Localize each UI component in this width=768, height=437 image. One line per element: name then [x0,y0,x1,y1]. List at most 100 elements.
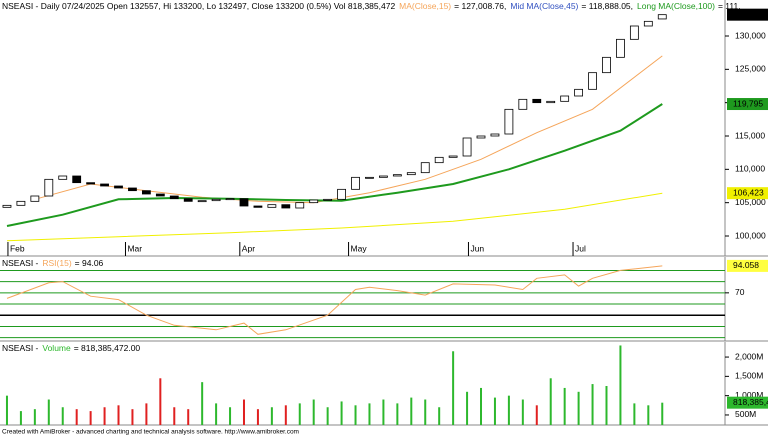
candle-body [420,162,430,174]
candle-body [629,25,639,40]
value-marker [727,98,768,111]
volume-bar [507,395,510,425]
y-tick-label: 125,000 [735,64,766,74]
y-tick-label: 100,000 [735,230,766,240]
volume-bar [103,407,106,425]
candle-body [253,205,263,208]
candle-body [44,178,54,197]
candle-body [532,98,542,104]
candle-body [462,137,472,157]
candle-body [128,187,137,192]
value-marker-label: 133,200 [733,9,764,19]
volume-bar [619,345,622,425]
volume-bar [438,407,441,425]
header-title: NSEASI - Daily 07/24/2025 Open 132557, H… [2,1,395,11]
candle-body [546,100,556,104]
y-tick-label: 2,000M [735,351,763,361]
value-marker-label: 119,795 [733,98,763,108]
volume-bar [647,405,650,425]
legend-name: MA(Close,15) [399,1,451,11]
x-tick-label: Apr [242,243,255,253]
volume-bar [312,399,315,425]
y-tick-label: 1,000M [735,390,763,400]
legend-name: Volume [42,343,71,353]
volume-bar [466,391,469,425]
volume-bar [410,397,413,425]
candle-body [225,198,235,201]
value-marker-label: 94.058 [733,260,759,270]
candle-body [643,20,653,27]
candle-body [365,176,374,179]
candle-body [114,185,123,189]
volume-bar [201,382,204,425]
x-tick-label: Jun [470,243,484,253]
ma-line [6,192,663,242]
legend-value: = 94.06 [75,258,104,268]
x-tick-label: May [351,243,368,253]
volume-bar [480,387,483,425]
ma-line [6,103,663,227]
volume-bar [424,399,427,425]
volume-bar [229,407,232,425]
volume-bar [452,351,455,425]
legend-name: Long MA(Close,100) [637,1,715,11]
value-marker-label: 106,423 [733,187,764,197]
volume-bar [89,411,92,425]
header-title: NSEASI - [2,258,39,268]
candle-body [2,204,12,208]
candle-body [141,190,151,195]
candle-body [86,182,96,185]
volume-bar [215,403,218,425]
legend-value: = 118,888.05, [581,1,633,11]
volume-bar [47,399,50,425]
volume-bar [535,405,538,425]
value-marker [727,259,768,272]
candle-body [183,198,193,202]
rsi-line [6,265,663,335]
candle-body [379,175,388,178]
legend-value: = 127,008.76, [454,1,506,11]
candle-body [504,108,514,135]
candle-body [476,135,486,139]
pane-header: NSEASI - Volume = 818,385,472.00 [2,343,140,353]
candle-body [588,72,597,90]
candle-body [602,56,611,74]
volume-bar [298,403,301,425]
candle-body [211,198,221,202]
volume-bar [256,409,259,425]
candle-body [100,183,109,187]
pane-header: NSEASI - Daily 07/24/2025 Open 132557, H… [2,1,741,11]
volume-bar [326,407,329,425]
volume-bar [521,399,524,425]
volume-bar [159,378,162,425]
candle-body [30,195,40,202]
candle-body [448,155,458,158]
x-tick-label: Jul [575,243,586,253]
volume-bar [661,402,664,425]
volume-bar [19,411,22,425]
candle-body [295,202,305,209]
volume-bar [591,384,594,425]
volume-bar [633,403,636,425]
volume-bar [145,403,148,425]
volume-bar [117,405,120,425]
volume-bar [5,395,8,425]
candle-body [155,193,165,197]
volume-bar [33,409,36,425]
volume-bar [493,397,496,425]
header-title: NSEASI - [2,343,39,353]
y-tick-label: 110,000 [735,164,765,174]
volume-bar [549,378,552,425]
value-marker [727,396,768,409]
candle-body [351,176,360,190]
volume-bar [396,403,399,425]
volume-bar [563,387,566,425]
candle-body [323,198,333,201]
candle-body [58,175,68,180]
volume-bar [577,391,580,425]
candle-body [197,200,207,203]
candle-body [616,38,625,58]
volume-bar [187,409,190,425]
